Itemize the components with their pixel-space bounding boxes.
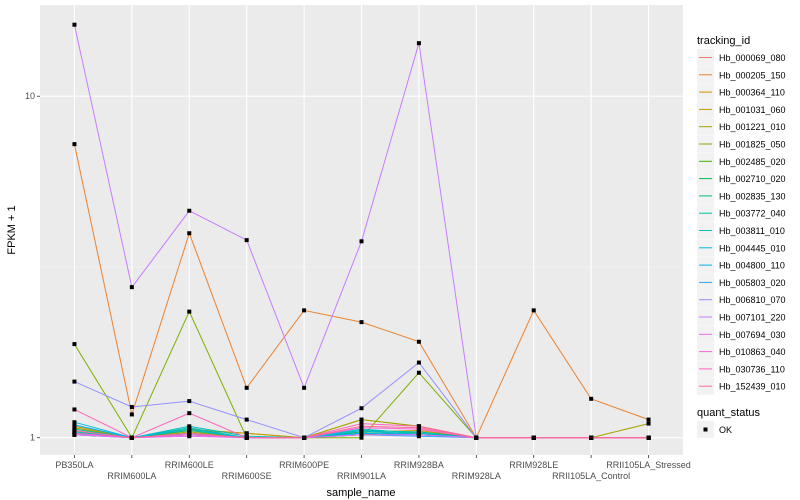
x-tick-label: RRIM600LE xyxy=(165,460,214,470)
data-point xyxy=(129,412,134,417)
legend2-label-ok: OK xyxy=(719,425,732,435)
legend-label: Hb_002710_020 xyxy=(719,174,786,184)
data-point xyxy=(244,417,249,422)
data-point xyxy=(72,342,77,347)
legend-title: tracking_id xyxy=(697,35,750,47)
data-point xyxy=(72,22,77,27)
data-point xyxy=(187,399,192,404)
legend-label: Hb_002835_130 xyxy=(719,191,786,201)
data-point xyxy=(359,435,364,440)
data-point xyxy=(187,231,192,236)
data-point xyxy=(646,417,651,422)
legend-label: Hb_000069_080 xyxy=(719,53,786,63)
data-point xyxy=(416,360,421,365)
data-point xyxy=(72,407,77,412)
data-point xyxy=(129,285,134,290)
data-point xyxy=(416,425,421,430)
data-point xyxy=(359,417,364,422)
data-point xyxy=(72,420,77,425)
data-point xyxy=(129,405,134,410)
data-point xyxy=(359,424,364,429)
data-point xyxy=(72,422,77,427)
y-axis-title: FPKM + 1 xyxy=(6,205,18,254)
x-tick-label: RRIM928BA xyxy=(394,460,444,470)
data-point xyxy=(474,435,479,440)
data-point xyxy=(416,41,421,46)
legend-label: Hb_001221_010 xyxy=(719,122,786,132)
x-tick-label: RRIM901LA xyxy=(337,471,386,481)
data-point xyxy=(589,396,594,401)
legend-label: Hb_000364_110 xyxy=(719,88,785,98)
data-point xyxy=(302,385,307,390)
x-tick-label: RRIM600PE xyxy=(279,460,329,470)
data-point xyxy=(646,435,651,440)
data-point xyxy=(187,427,192,432)
data-point xyxy=(244,435,249,440)
data-point xyxy=(302,435,307,440)
x-axis-title: sample_name xyxy=(326,487,395,499)
data-point xyxy=(187,309,192,314)
data-point xyxy=(416,432,421,437)
data-point xyxy=(72,379,77,384)
data-point xyxy=(244,238,249,243)
legend-label: Hb_152439_010 xyxy=(719,382,786,392)
data-point xyxy=(72,428,77,433)
data-point xyxy=(244,431,249,436)
data-point xyxy=(359,432,364,437)
legend-label: Hb_004445_010 xyxy=(719,243,786,253)
data-point xyxy=(187,431,192,436)
data-point xyxy=(187,208,192,213)
y-tick-label: 10 xyxy=(25,91,35,101)
data-point xyxy=(359,406,364,411)
data-point xyxy=(359,320,364,325)
data-point xyxy=(531,435,536,440)
legend-label: Hb_004800_110 xyxy=(719,261,785,271)
legend-label: Hb_001031_060 xyxy=(719,105,786,115)
data-point xyxy=(416,370,421,375)
data-point xyxy=(359,428,364,433)
x-tick-label: RRII105LA_Control xyxy=(552,471,630,481)
x-tick-label: PB350LA xyxy=(55,460,93,470)
data-point xyxy=(646,421,651,426)
y-tick-label: 1 xyxy=(30,433,35,443)
legend: tracking_id Hb_000069_080 Hb_000205_150 Hb… xyxy=(697,35,786,438)
x-tick-label: RRIM928LE xyxy=(509,460,558,470)
data-point xyxy=(72,431,77,436)
data-point xyxy=(187,424,192,429)
legend-label: Hb_007694_030 xyxy=(719,330,786,340)
legend-label: Hb_003772_040 xyxy=(719,209,786,219)
ok-point-icon xyxy=(703,427,708,432)
legend-label: Hb_003811_010 xyxy=(719,226,785,236)
data-point xyxy=(187,411,192,416)
data-point xyxy=(359,239,364,244)
data-point xyxy=(129,435,134,440)
legend-label: Hb_006810_070 xyxy=(719,295,786,305)
data-point xyxy=(416,339,421,344)
legend-label: Hb_010863_040 xyxy=(719,347,786,357)
legend-label: Hb_001825_050 xyxy=(719,140,786,150)
legend-label: Hb_005803_020 xyxy=(719,278,786,288)
data-point xyxy=(302,308,307,313)
legend-label: Hb_030736_110 xyxy=(719,364,785,374)
legend2-title: quant_status xyxy=(697,407,760,419)
data-point xyxy=(244,385,249,390)
data-point xyxy=(531,308,536,313)
legend-label: Hb_007101_220 xyxy=(719,313,786,323)
legend-label: Hb_000205_150 xyxy=(719,70,786,80)
x-tick-label: RRIM600LA xyxy=(107,471,156,481)
data-point xyxy=(359,421,364,426)
legend-label: Hb_002485_020 xyxy=(719,157,786,167)
x-tick-label: RRIM600SE xyxy=(222,471,272,481)
x-tick-label: RRIM928LA xyxy=(452,471,501,481)
data-point xyxy=(589,435,594,440)
data-point xyxy=(72,142,77,147)
x-tick-label: RRII105LA_Stressed xyxy=(606,460,691,470)
